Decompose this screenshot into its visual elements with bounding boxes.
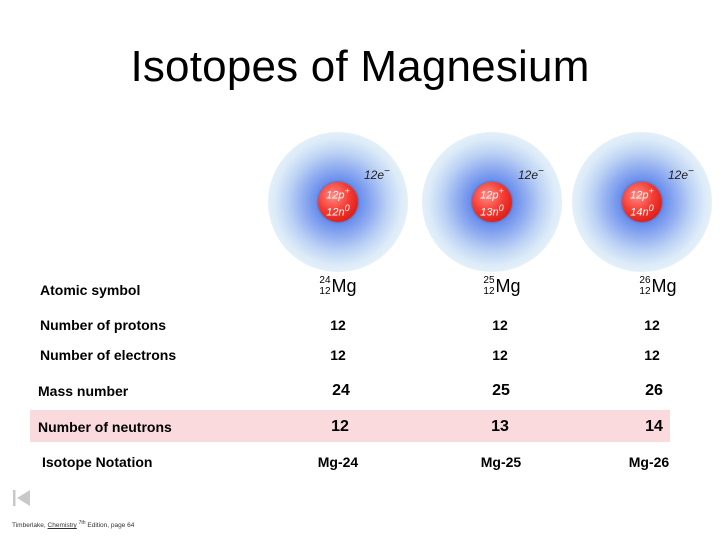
citation: Timberlake, Chemistry 7th Edition, page … xyxy=(12,520,134,529)
element-symbol: Mg xyxy=(495,275,521,296)
atomic-number-sub: 12 xyxy=(639,286,651,297)
mass-number-sup: 25 xyxy=(483,275,495,286)
atomic-symbol-mg24: 24 12 Mg xyxy=(303,275,373,305)
label-electrons: Number of electrons xyxy=(40,347,177,363)
citation-rest: Edition, page 64 xyxy=(85,522,135,530)
nucleus: 12p+ 13n0 xyxy=(472,182,512,222)
neutron-count: 13n xyxy=(480,206,499,219)
protons-mg24: 12 xyxy=(330,317,346,333)
electron-count: 12e xyxy=(518,168,539,182)
atomic-number-sub: 12 xyxy=(319,286,331,297)
mass-number-sup: 26 xyxy=(639,275,651,286)
neutron-count: 14n xyxy=(630,206,649,219)
atomic-number-sub: 12 xyxy=(483,286,495,297)
neutrons-row-highlight xyxy=(30,410,670,442)
electrons-mg26: 12 xyxy=(644,347,660,363)
nucleus: 12p+ 14n0 xyxy=(622,182,662,222)
atomic-symbol-mg26: 26 12 Mg xyxy=(623,275,693,305)
atom-diagram-mg25: 12p+ 13n0 12e− xyxy=(422,132,562,272)
slide-title: Isotopes of Magnesium xyxy=(130,42,590,91)
label-neutrons: Number of neutrons xyxy=(38,419,172,435)
atomic-symbol-mg25: 25 12 Mg xyxy=(467,275,537,305)
label-mass-number: Mass number xyxy=(38,383,129,399)
electron-count: 12e xyxy=(668,168,689,182)
mass-number-sup: 24 xyxy=(319,275,331,286)
label-atomic-symbol: Atomic symbol xyxy=(40,282,141,298)
protons-mg25: 12 xyxy=(492,317,508,333)
citation-author: Timberlake, xyxy=(12,522,48,530)
label-isotope-notation: Isotope Notation xyxy=(42,454,153,470)
notation-mg25: Mg-25 xyxy=(480,454,522,470)
proton-count: 12p xyxy=(326,190,345,202)
element-symbol: Mg xyxy=(651,275,677,296)
electron-count: 12e xyxy=(364,168,385,182)
nucleus: 12p+ 12n0 xyxy=(318,182,358,222)
protons-mg26: 12 xyxy=(644,317,660,333)
citation-book: Chemistry xyxy=(47,522,77,530)
notation-mg24: Mg-24 xyxy=(317,454,359,470)
proton-count: 12p xyxy=(480,190,499,202)
previous-slide-icon[interactable] xyxy=(12,489,32,507)
notation-mg26: Mg-26 xyxy=(628,454,670,470)
mass-number-mg25: 25 xyxy=(492,382,510,399)
mass-number-mg26: 26 xyxy=(645,382,663,399)
proton-count: 12p xyxy=(630,190,649,202)
neutrons-mg26: 14 xyxy=(645,418,663,435)
atom-diagram-mg26: 12p+ 14n0 12e− xyxy=(572,132,712,272)
mass-number-mg24: 24 xyxy=(332,382,350,399)
element-symbol: Mg xyxy=(331,275,357,296)
neutrons-mg24: 12 xyxy=(331,418,349,435)
electrons-mg25: 12 xyxy=(492,347,508,363)
label-protons: Number of protons xyxy=(40,317,166,333)
atom-diagram-mg24: 12p+ 12n0 12e− xyxy=(268,132,408,272)
citation-edition: 7th xyxy=(78,520,86,526)
electrons-mg24: 12 xyxy=(330,347,346,363)
neutrons-mg25: 13 xyxy=(491,418,509,435)
neutron-count: 12n xyxy=(326,206,345,219)
